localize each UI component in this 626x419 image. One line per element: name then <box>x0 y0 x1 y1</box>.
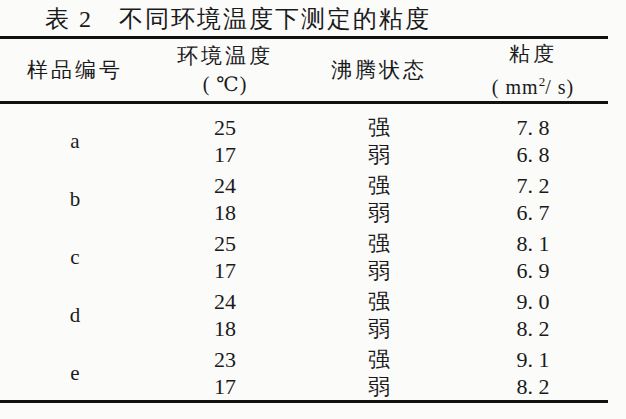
cell-temperature: 17 <box>150 373 300 400</box>
cell-boiling-state: 弱 <box>300 315 458 342</box>
cell-viscosity: 6. 9 <box>458 257 608 284</box>
cell-sample-id: e <box>0 346 150 400</box>
cell-boiling-state: 弱 <box>300 141 458 168</box>
cell-sample-id: c <box>0 230 150 284</box>
column-header-boiling: 沸腾状态 <box>300 56 458 84</box>
cell-temperature: 18 <box>150 199 300 226</box>
viscosity-header-unit: ( mm2/ s) <box>458 68 608 101</box>
cell-viscosity: 8. 1 <box>458 230 608 257</box>
cell-boiling-state: 强 <box>300 288 458 315</box>
cell-viscosity: 6. 7 <box>458 199 608 226</box>
column-header-temperature: 环境温度 ( ℃) <box>150 42 300 98</box>
cell-viscosity: 9. 0 <box>458 288 608 315</box>
sample-group-e: e 23 强 9. 1 17 弱 8. 2 <box>0 346 608 400</box>
scanned-paper-page: 表 2 不同环境温度下测定的粘度 样品编号 环境温度 ( ℃) 沸腾状态 粘度 … <box>0 4 626 419</box>
table-body: a 25 强 7. 8 17 弱 6. 8 b 24 强 7. 2 18 弱 6… <box>0 104 608 400</box>
table-bottom-rule <box>0 400 608 403</box>
sample-group-d: d 24 强 9. 0 18 弱 8. 2 <box>0 288 608 342</box>
cell-sample-id: d <box>0 288 150 342</box>
cell-viscosity: 9. 1 <box>458 346 608 373</box>
cell-temperature: 23 <box>150 346 300 373</box>
cell-viscosity: 7. 8 <box>458 114 608 141</box>
cell-boiling-state: 弱 <box>300 373 458 400</box>
data-table: 样品编号 环境温度 ( ℃) 沸腾状态 粘度 ( mm2/ s) a 25 强 … <box>0 36 608 403</box>
cell-sample-id: a <box>0 114 150 168</box>
cell-sample-id: b <box>0 172 150 226</box>
cell-viscosity: 8. 2 <box>458 315 608 342</box>
cell-temperature: 25 <box>150 230 300 257</box>
cell-boiling-state: 强 <box>300 230 458 257</box>
temperature-header-label: 环境温度 <box>150 42 300 70</box>
temperature-header-unit: ( ℃) <box>150 70 300 98</box>
cell-viscosity: 6. 8 <box>458 141 608 168</box>
cell-boiling-state: 强 <box>300 114 458 141</box>
column-header-sample: 样品编号 <box>0 56 150 84</box>
table-header-row: 样品编号 环境温度 ( ℃) 沸腾状态 粘度 ( mm2/ s) <box>0 39 608 101</box>
sample-group-c: c 25 强 8. 1 17 弱 6. 9 <box>0 230 608 284</box>
cell-boiling-state: 弱 <box>300 257 458 284</box>
cell-temperature: 18 <box>150 315 300 342</box>
cell-boiling-state: 弱 <box>300 199 458 226</box>
sample-group-b: b 24 强 7. 2 18 弱 6. 7 <box>0 172 608 226</box>
cell-viscosity: 7. 2 <box>458 172 608 199</box>
viscosity-header-label: 粘度 <box>458 40 608 68</box>
table-caption: 表 2 不同环境温度下测定的粘度 <box>45 4 626 34</box>
cell-viscosity: 8. 2 <box>458 373 608 400</box>
sample-group-a: a 25 强 7. 8 17 弱 6. 8 <box>0 114 608 168</box>
cell-temperature: 17 <box>150 257 300 284</box>
cell-temperature: 25 <box>150 114 300 141</box>
cell-boiling-state: 强 <box>300 346 458 373</box>
cell-temperature: 24 <box>150 288 300 315</box>
cell-temperature: 17 <box>150 141 300 168</box>
cell-boiling-state: 强 <box>300 172 458 199</box>
cell-temperature: 24 <box>150 172 300 199</box>
column-header-viscosity: 粘度 ( mm2/ s) <box>458 40 608 101</box>
